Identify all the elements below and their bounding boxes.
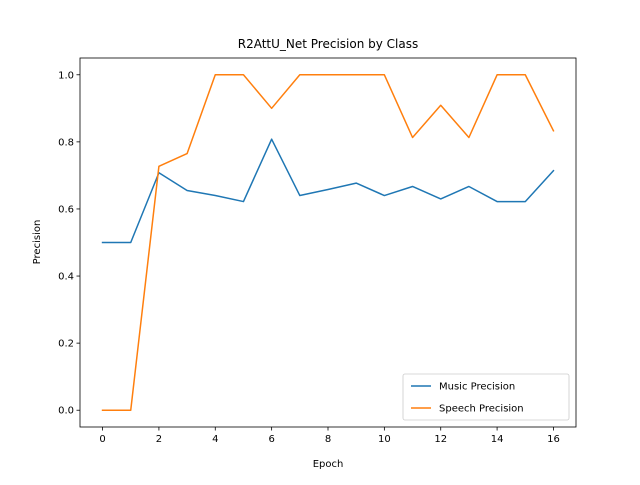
x-tick-label: 0	[99, 434, 105, 445]
legend: Music Precision Speech Precision	[402, 373, 570, 421]
x-tick-label: 14	[491, 434, 504, 445]
legend-label-music: Music Precision	[439, 382, 515, 393]
legend-label-speech: Speech Precision	[439, 404, 524, 415]
x-tick-label: 10	[378, 434, 391, 445]
y-tick-label: 0.4	[58, 272, 74, 283]
series-line-music	[101, 138, 555, 244]
x-tick-label: 12	[434, 434, 447, 445]
series-line-speech	[101, 74, 555, 411]
x-axis-label: Epoch	[313, 459, 344, 470]
x-tick-label: 2	[156, 434, 162, 445]
y-tick-label: 0.0	[58, 406, 74, 417]
x-tick-label: 8	[325, 434, 331, 445]
y-tick-label: 0.6	[58, 204, 74, 215]
x-tick-label: 6	[268, 434, 274, 445]
x-tick-label: 4	[212, 434, 218, 445]
plot-area: 0 2 4 6 8 10 12 14 16 0.0 0.2 0.4 0.6 0.8 1.0	[58, 57, 577, 445]
y-tick-label: 0.2	[58, 339, 74, 350]
y-tick-label: 0.8	[58, 137, 74, 148]
y-tick-label: 1.0	[58, 70, 74, 81]
chart-title: R2AttU_Net Precision by Class	[238, 37, 419, 51]
x-tick-label: 16	[547, 434, 560, 445]
y-axis-label: Precision	[32, 220, 43, 265]
legend-box	[402, 373, 570, 421]
